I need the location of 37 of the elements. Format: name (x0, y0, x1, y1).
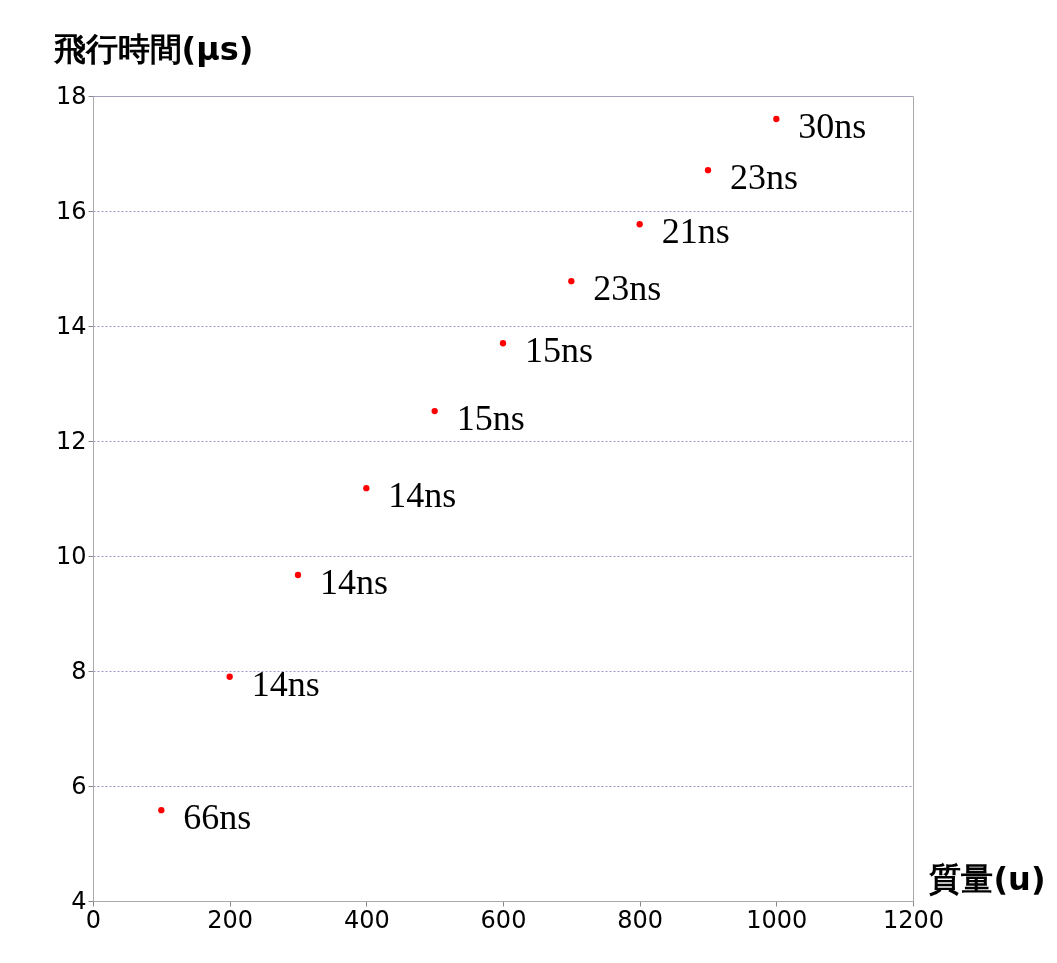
annotation: 14ns (251, 663, 320, 704)
point (431, 407, 438, 415)
annotation: 14ns (320, 561, 389, 602)
point (363, 484, 370, 492)
x-tick-label: 400 (343, 905, 390, 934)
point (499, 340, 507, 347)
y-tick-label: 16 (55, 196, 87, 225)
x-tick-label: 200 (207, 905, 254, 934)
x-tick-label: 0 (85, 905, 102, 934)
y-axis-title: 飛行時間(μs) (52, 29, 254, 68)
point (158, 806, 165, 814)
point (773, 115, 780, 123)
y-tick-label: 18 (55, 81, 87, 110)
x-axis-title: 質量(u) (928, 859, 1046, 898)
annotation: 15ns (456, 398, 525, 439)
point (294, 571, 302, 579)
point (568, 277, 575, 285)
y-tick-label: 10 (55, 541, 87, 570)
y-tick-label: 8 (71, 656, 87, 685)
annotation: 30ns (798, 106, 867, 146)
annotation: 15ns (525, 330, 594, 371)
annotation: 23ns (593, 268, 662, 309)
point (636, 221, 643, 228)
annotation: 23ns (730, 157, 799, 198)
y-tick-label: 14 (55, 311, 87, 340)
y-tick-label: 4 (71, 886, 87, 915)
annotation: 21ns (661, 211, 730, 252)
annotation: 66ns (183, 797, 252, 838)
x-tick-label: 800 (617, 905, 664, 934)
annotation: 14ns (388, 475, 457, 516)
y-tick-label: 6 (71, 771, 87, 800)
y-tick-label: 12 (55, 426, 87, 455)
x-tick-label: 600 (480, 905, 527, 934)
point (226, 673, 233, 680)
x-tick-label: 1200 (882, 905, 945, 934)
point (704, 167, 712, 174)
x-tick-label: 1000 (746, 905, 808, 934)
